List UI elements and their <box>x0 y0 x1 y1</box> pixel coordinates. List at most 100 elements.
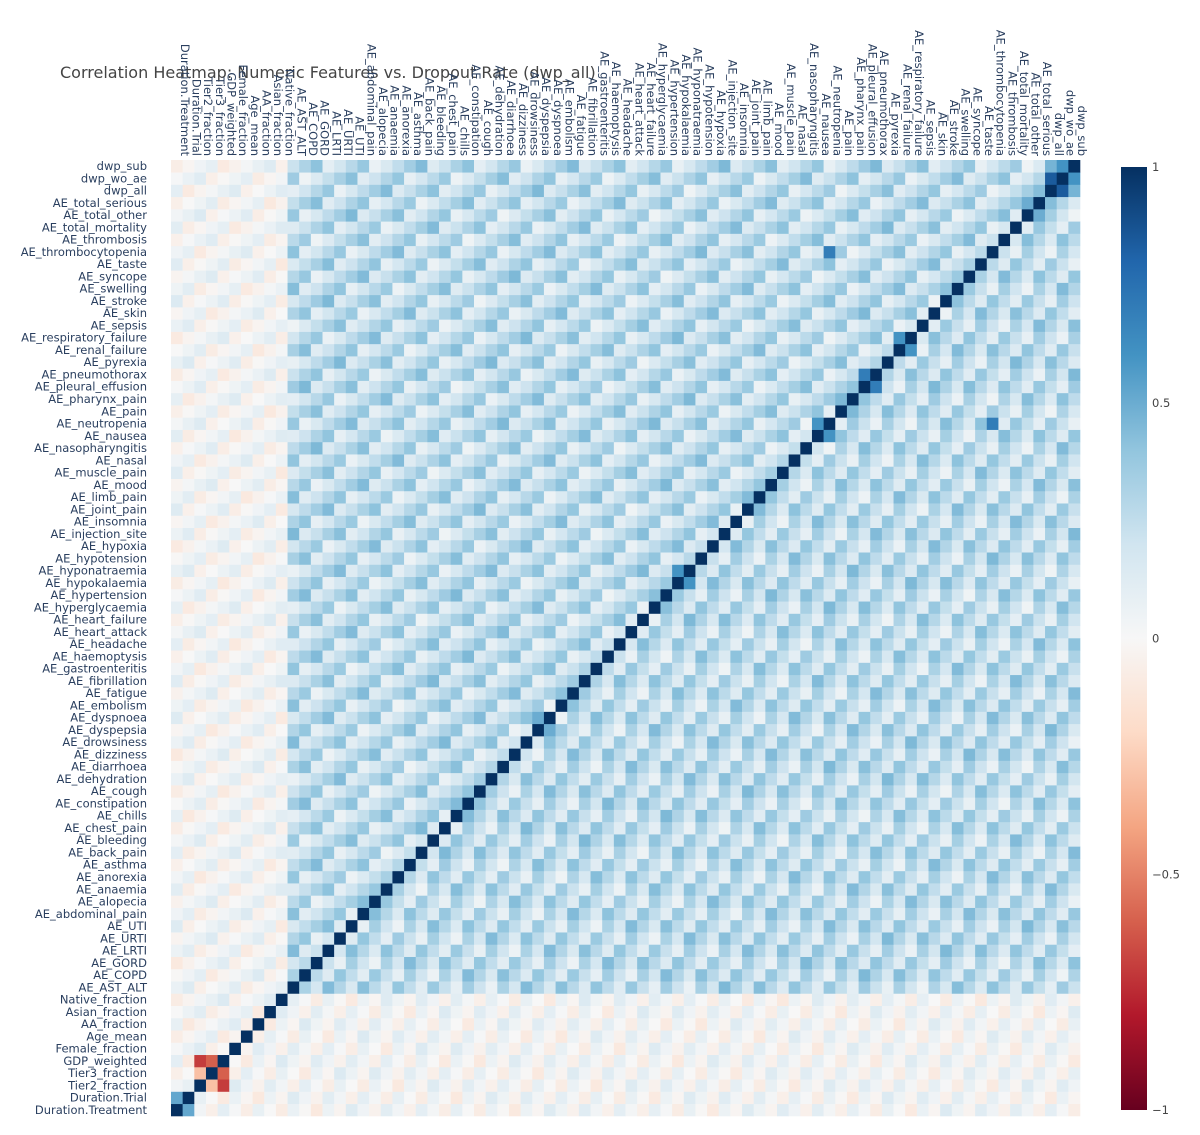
heatmap-cell <box>905 1103 918 1117</box>
heatmap-cell <box>788 478 801 492</box>
heatmap-cell <box>205 539 218 553</box>
heatmap-cell <box>439 687 451 700</box>
heatmap-cell <box>555 699 568 712</box>
heatmap-cell <box>508 405 521 418</box>
heatmap-cell <box>881 723 894 737</box>
heatmap-cell <box>171 772 183 786</box>
heatmap-cell <box>835 515 848 528</box>
heatmap-cell <box>928 760 941 774</box>
heatmap-cell <box>275 429 288 443</box>
heatmap-cell <box>345 687 358 700</box>
heatmap-cell <box>835 993 848 1006</box>
heatmap-cell <box>777 736 789 749</box>
heatmap-cell <box>975 515 988 528</box>
heatmap-cell <box>1033 552 1046 565</box>
heatmap-cell <box>893 821 906 835</box>
heatmap-cell <box>543 748 556 761</box>
heatmap-cell <box>823 613 836 627</box>
heatmap-cell <box>672 552 685 565</box>
heatmap-cell <box>264 846 277 859</box>
heatmap-cell <box>217 454 230 467</box>
heatmap-cell <box>252 417 265 430</box>
heatmap-cell <box>217 932 230 945</box>
heatmap-cell <box>811 527 824 541</box>
heatmap-cell <box>345 760 358 774</box>
heatmap-cell <box>194 711 207 725</box>
heatmap-cell <box>415 932 428 945</box>
heatmap-cell <box>800 736 813 749</box>
heatmap-cell <box>345 331 358 345</box>
heatmap-cell <box>1068 1103 1081 1117</box>
heatmap-cell <box>182 650 195 663</box>
heatmap-cell <box>287 858 300 872</box>
heatmap-cell <box>380 1005 393 1019</box>
heatmap-cell <box>1033 601 1046 614</box>
heatmap-cell <box>602 858 615 872</box>
heatmap-cell <box>485 539 498 553</box>
heatmap-cell <box>508 588 521 602</box>
heatmap-cell <box>683 870 696 884</box>
heatmap-cell <box>240 478 253 492</box>
heatmap-cell <box>893 552 906 565</box>
heatmap-cell <box>905 674 918 688</box>
heatmap-cell <box>485 1103 498 1117</box>
heatmap-cell <box>986 895 999 908</box>
heatmap-cell <box>846 1030 859 1043</box>
heatmap-cell <box>240 919 253 933</box>
heatmap-cell <box>287 625 300 639</box>
heatmap-cell <box>567 674 580 688</box>
heatmap-cell <box>870 674 883 688</box>
heatmap-cell <box>252 539 265 553</box>
heatmap-cell <box>1068 760 1081 774</box>
heatmap-cell <box>380 883 393 896</box>
heatmap-cell <box>975 380 988 394</box>
heatmap-cell <box>322 674 335 688</box>
heatmap-cell <box>788 490 801 504</box>
heatmap-cell <box>660 576 673 590</box>
heatmap-cell <box>194 760 207 774</box>
heatmap-cell <box>322 392 335 406</box>
heatmap-cell <box>322 895 335 908</box>
heatmap-cell <box>625 687 638 700</box>
heatmap-cell <box>404 576 417 590</box>
heatmap-cell <box>252 1054 265 1068</box>
heatmap-cell <box>963 331 976 345</box>
heatmap-cell <box>602 1066 615 1080</box>
heatmap-cell <box>940 1079 953 1092</box>
heatmap-cell <box>392 834 405 847</box>
heatmap-cell <box>846 711 859 725</box>
heatmap-cell <box>229 552 242 565</box>
heatmap-cell <box>299 613 312 627</box>
heatmap-cell <box>951 1017 964 1031</box>
heatmap-cell <box>392 1091 405 1105</box>
heatmap-cell <box>275 907 288 921</box>
heatmap-cell <box>602 539 615 553</box>
heatmap-cell <box>718 870 731 884</box>
heatmap-cell <box>287 380 300 394</box>
heatmap-cell <box>532 858 545 872</box>
heatmap-cell <box>1056 772 1069 786</box>
heatmap-cell <box>182 1042 195 1056</box>
heatmap-cell <box>345 588 358 602</box>
heatmap-cell <box>369 405 382 418</box>
heatmap-cell <box>171 441 183 455</box>
heatmap-cell <box>916 405 929 418</box>
heatmap-cell <box>345 576 358 590</box>
heatmap-cell <box>171 1042 183 1056</box>
heatmap-cell <box>520 588 533 602</box>
heatmap-cell <box>765 674 778 688</box>
heatmap-cell <box>497 588 510 602</box>
heatmap-cell <box>672 870 685 884</box>
heatmap-cell <box>322 552 335 565</box>
heatmap-cell <box>532 736 545 749</box>
heatmap-cell <box>648 723 661 737</box>
heatmap-cell <box>194 503 207 516</box>
heatmap-cell <box>590 785 603 798</box>
heatmap-cell <box>672 368 685 381</box>
heatmap-cell <box>439 674 451 688</box>
heatmap-cell <box>811 993 824 1006</box>
heatmap-cell <box>439 1066 451 1080</box>
heatmap-cell <box>462 441 475 455</box>
heatmap-cell <box>217 552 230 565</box>
heatmap-cell <box>555 687 568 700</box>
